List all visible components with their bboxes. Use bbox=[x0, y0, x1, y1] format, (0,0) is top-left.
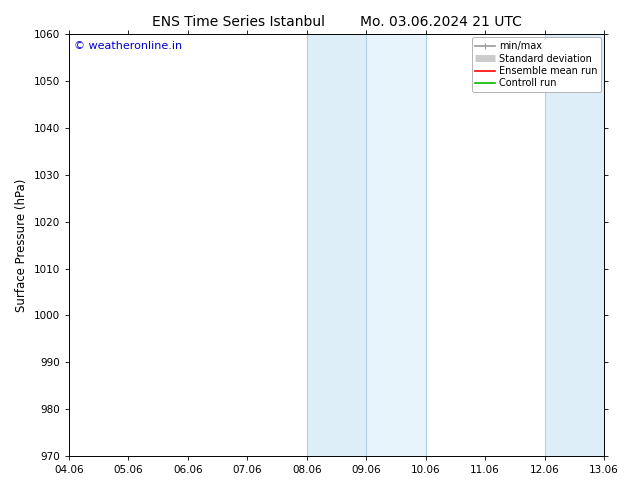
Y-axis label: Surface Pressure (hPa): Surface Pressure (hPa) bbox=[15, 178, 28, 312]
Legend: min/max, Standard deviation, Ensemble mean run, Controll run: min/max, Standard deviation, Ensemble me… bbox=[472, 37, 601, 92]
Title: ENS Time Series Istanbul        Mo. 03.06.2024 21 UTC: ENS Time Series Istanbul Mo. 03.06.2024 … bbox=[152, 15, 521, 29]
Bar bbox=[366, 34, 425, 456]
Text: © weatheronline.in: © weatheronline.in bbox=[74, 41, 183, 50]
Bar bbox=[545, 34, 604, 456]
Bar bbox=[307, 34, 366, 456]
